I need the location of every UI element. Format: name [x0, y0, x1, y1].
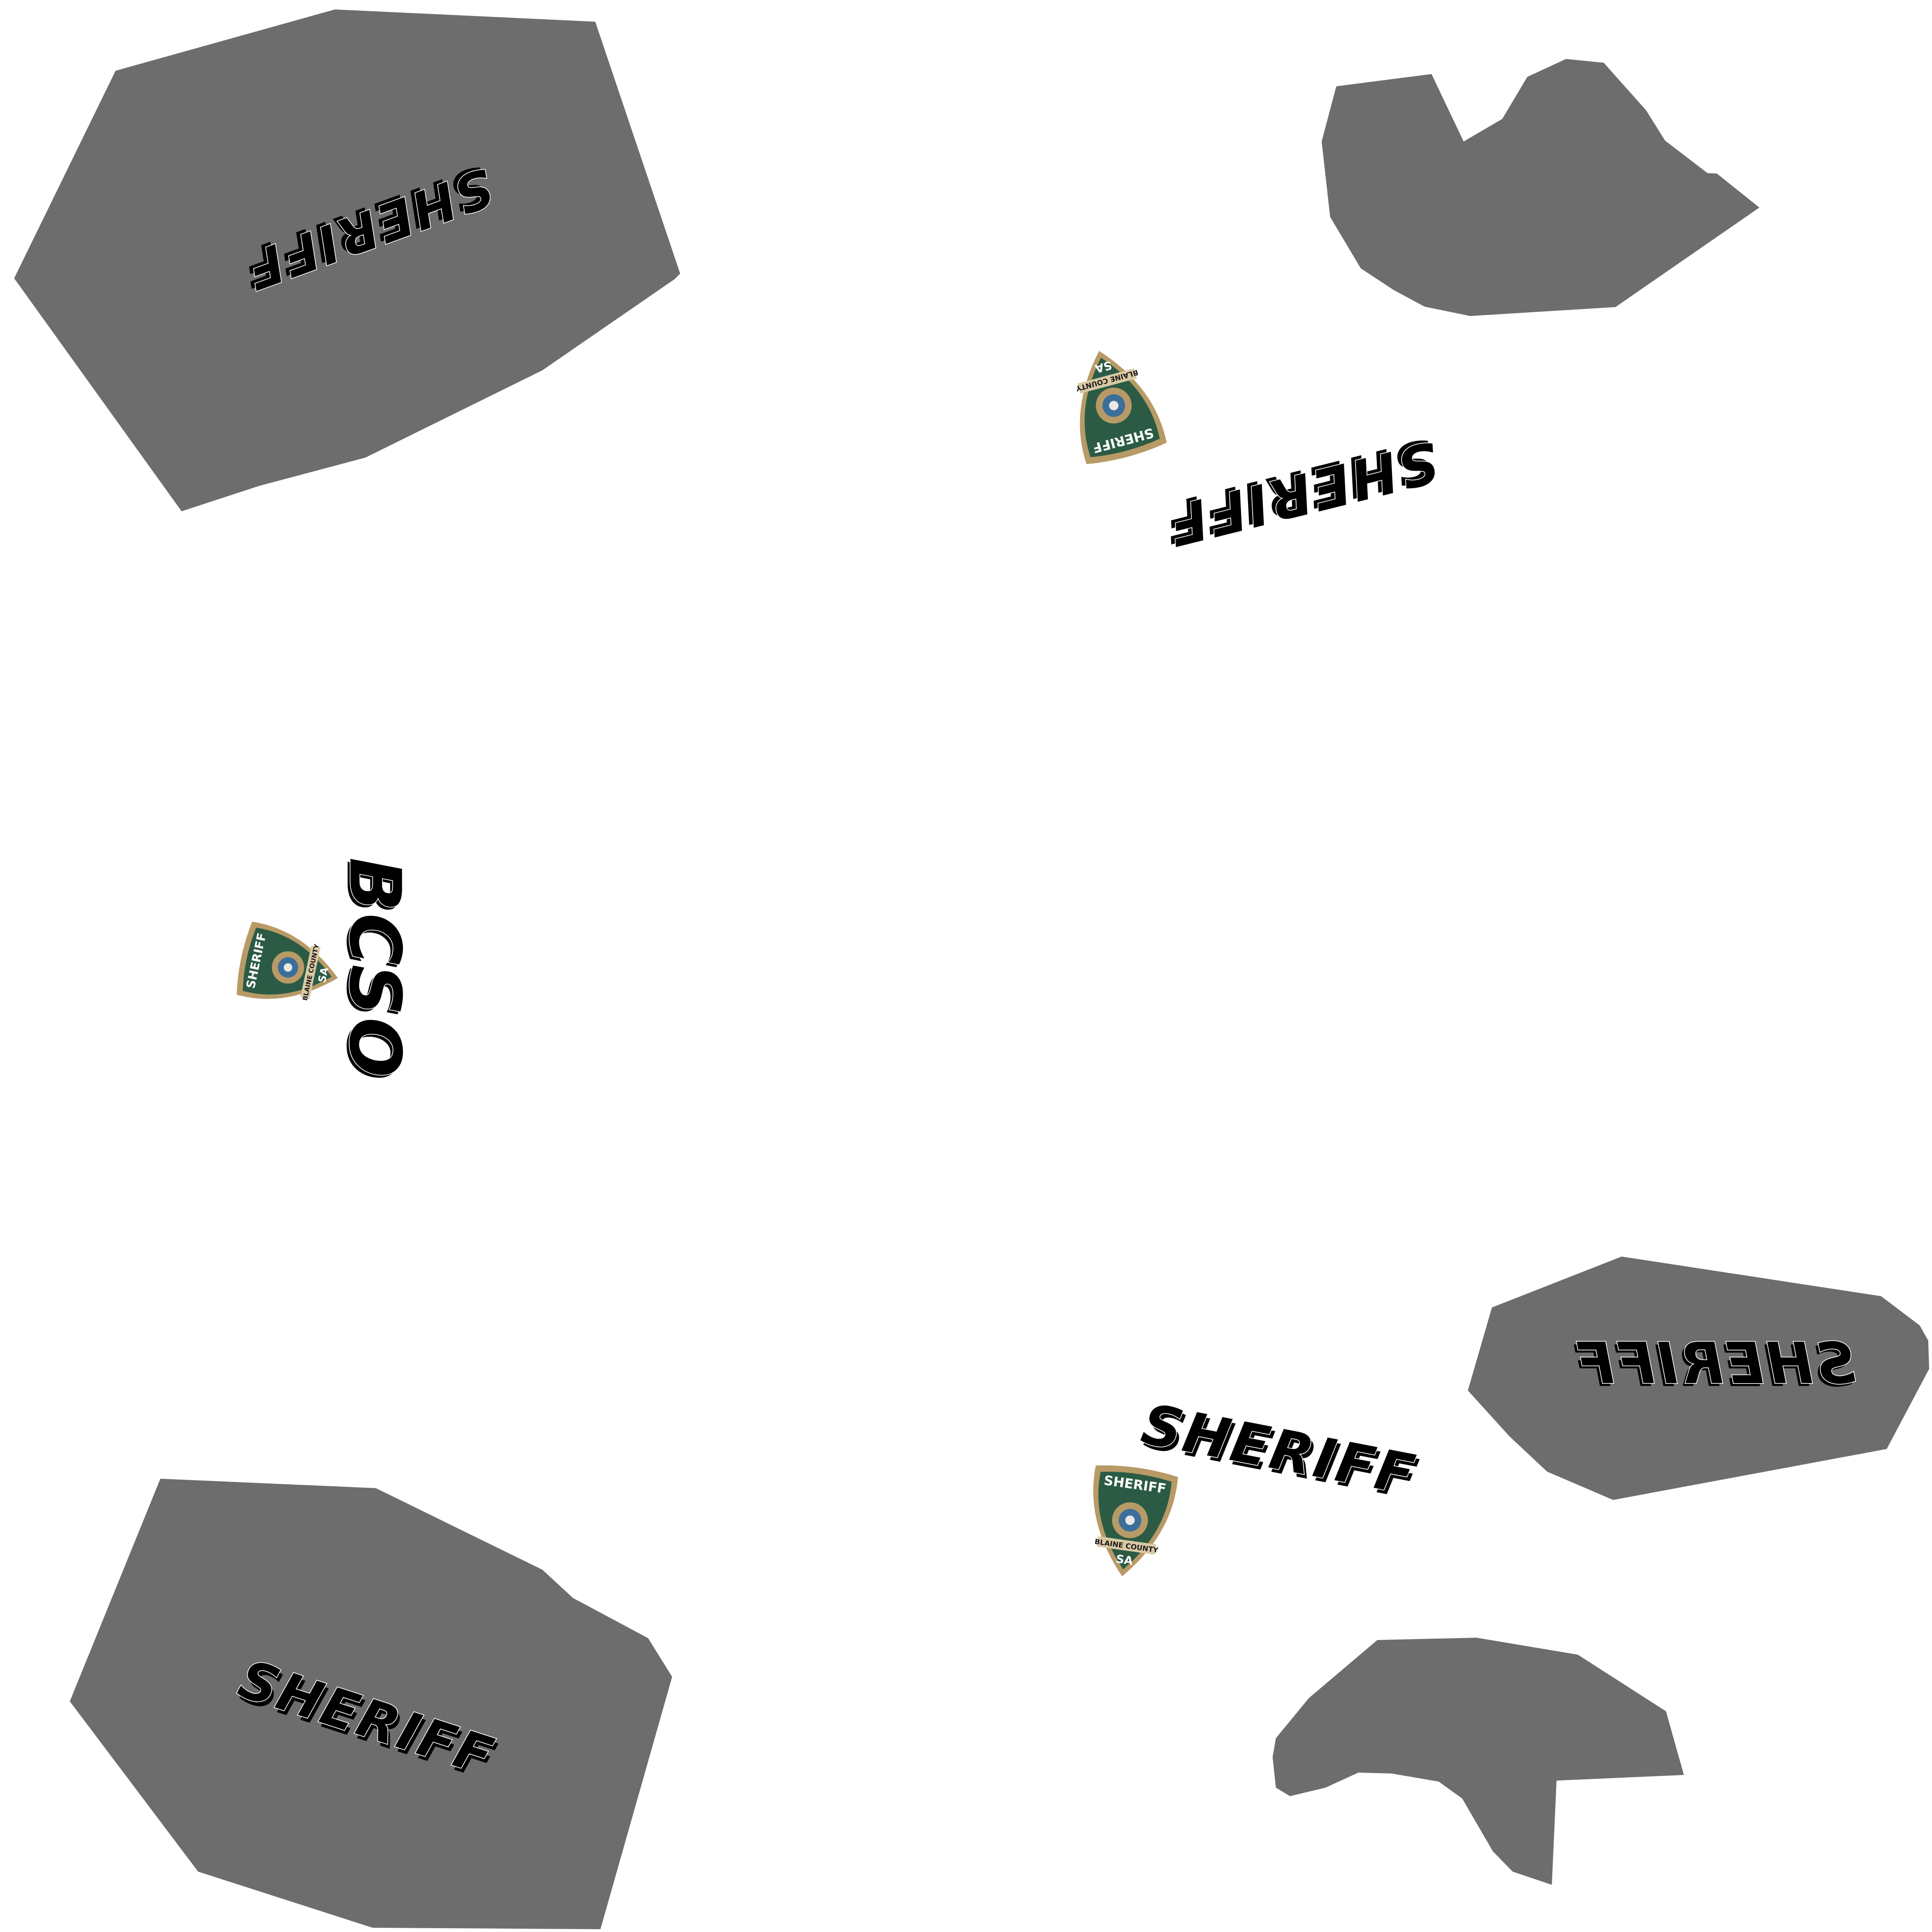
panel-top-left: [14, 9, 680, 511]
sheriff-badge-bottom: SHERIFF BLAINE COUNTY SA: [1093, 1465, 1178, 1576]
panel-bottom-right: [1273, 1638, 1684, 1885]
sheriff-decal-3: SHERIFF: [1137, 1391, 1422, 1508]
badge-bottom-line3: SA: [1115, 1552, 1134, 1568]
panel-top-right: [1322, 59, 1759, 316]
sheriff-badge-top: SHERIFF BLAINE COUNTY SA: [1074, 350, 1167, 465]
sheriff-badge-left: SHERIFF BLAINE COUNTY SA: [236, 921, 338, 1001]
panel-mid-right: [1468, 1257, 1929, 1500]
sheriff-decal-4-shadow: SHERIFF: [1571, 1334, 1853, 1400]
sheriff-decal-2: SHERIFF: [1160, 428, 1445, 558]
bcso-decal-shadow: BCSO: [331, 860, 413, 1083]
sheriff-decal-4: SHERIFF: [1574, 1332, 1856, 1397]
panel-bottom-left: [70, 1479, 672, 1929]
bcso-decal: BCSO: [333, 858, 416, 1080]
